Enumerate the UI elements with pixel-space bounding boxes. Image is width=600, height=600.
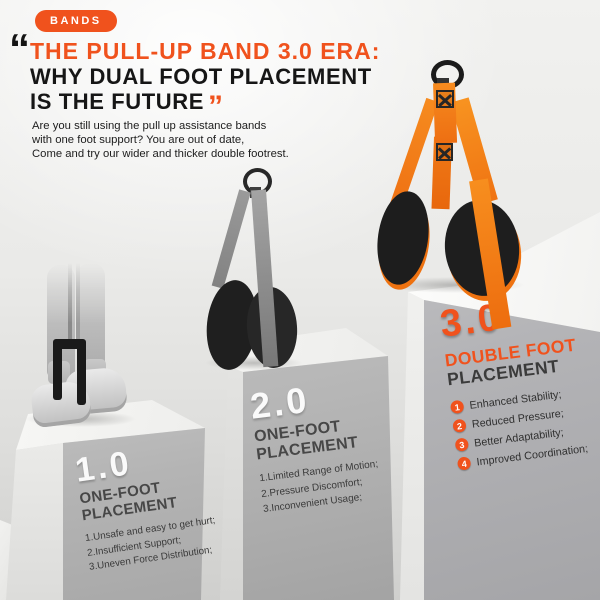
x-stitch-icon xyxy=(436,143,453,161)
intro-paragraph: Are you still using the pull up assistan… xyxy=(32,120,289,161)
close-quote-mark: ” xyxy=(208,90,224,123)
pedestal-3-panel: 3.0 DOUBLE FOOT PLACEMENT 1 Enhanced Sta… xyxy=(438,285,600,477)
bands-badge: BANDS xyxy=(35,10,117,32)
pedestal-3-front-face xyxy=(424,300,600,600)
pedestal-2-front-face xyxy=(243,356,394,600)
band-3-product xyxy=(355,45,535,330)
band-2-product xyxy=(195,160,310,373)
pedestal-1-front-face xyxy=(63,428,205,600)
numbered-badge: 2 xyxy=(452,418,467,434)
headline-line3: IS THE FUTURE” xyxy=(30,89,380,122)
resistance-band-line xyxy=(76,263,80,341)
x-stitch-icon xyxy=(436,90,454,108)
headline-line2: WHY DUAL FOOT PLACEMENT xyxy=(30,64,372,89)
resistance-band-line xyxy=(68,263,72,343)
headline-line3-text: IS THE FUTURE xyxy=(30,89,205,114)
headline: THE PULL-UP BAND 3.0 ERA: WHY DUAL FOOT … xyxy=(30,38,381,122)
pedestal-1-side-face xyxy=(6,443,63,600)
open-quote-mark: “ xyxy=(9,25,30,72)
foot-strap-top-bar xyxy=(53,339,86,349)
numbered-badge: 1 xyxy=(449,399,465,415)
pedestal-1: 1.0 ONE-FOOT PLACEMENT 1.Unsafe and easy… xyxy=(0,388,240,600)
gray-strap-left xyxy=(211,189,251,289)
strap-buckle xyxy=(437,78,449,85)
intro-line3: Come and try our wider and thicker doubl… xyxy=(32,147,289,160)
pedestal-3-list: 1 Enhanced Stability; 2 Reduced Pressure… xyxy=(449,382,600,471)
intro-line1: Are you still using the pull up assistan… xyxy=(32,120,267,132)
numbered-badge: 4 xyxy=(456,456,472,471)
numbered-badge: 3 xyxy=(454,437,470,452)
intro-line2: with one foot support? You are out of da… xyxy=(32,133,245,146)
pedestal-2-panel: 2.0 ONE-FOOT PLACEMENT 1.Limited Range o… xyxy=(248,367,415,517)
foot-strap-left-bar xyxy=(53,343,62,400)
legs-photo xyxy=(18,263,148,440)
headline-line1: THE PULL-UP BAND 3.0 ERA: xyxy=(30,38,381,64)
foot-strap-right-bar xyxy=(77,343,86,405)
